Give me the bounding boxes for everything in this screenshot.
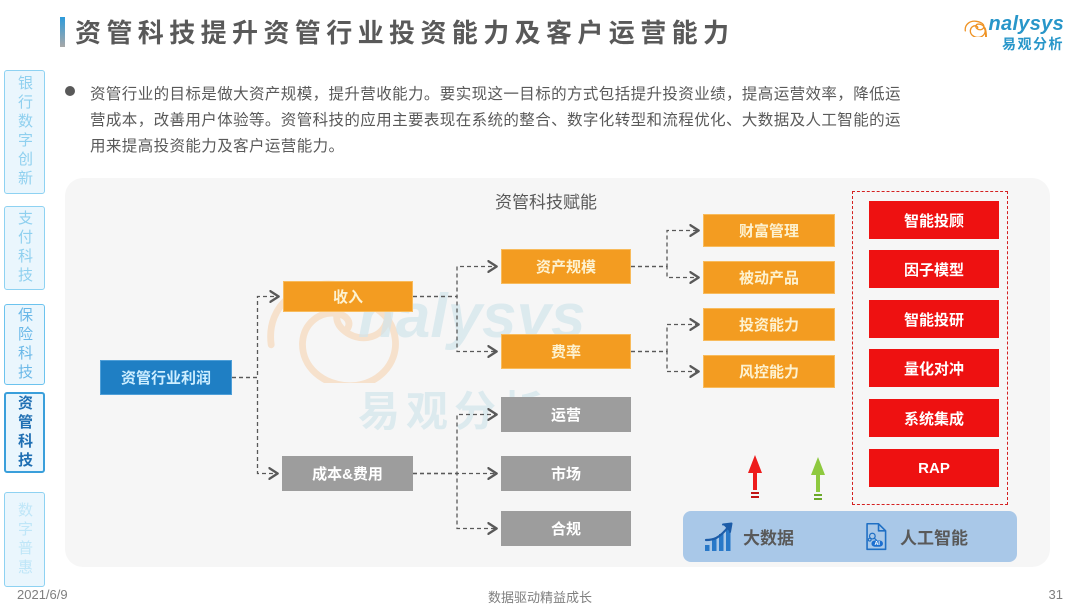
svg-text:AI: AI xyxy=(874,541,880,547)
